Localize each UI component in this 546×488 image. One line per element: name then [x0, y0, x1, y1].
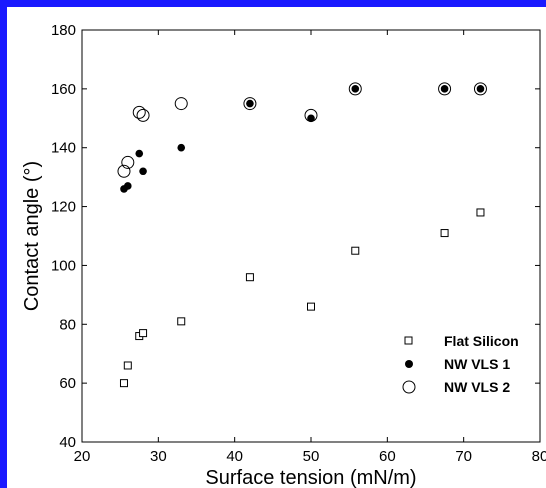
data-marks: [117, 82, 487, 388]
point-nw-vls-2: [117, 164, 131, 178]
point-flat-silicon: [245, 273, 254, 282]
y-tick-label: 120: [51, 199, 76, 216]
point-nw-vls-1: [246, 99, 254, 108]
point-flat-silicon: [139, 329, 148, 338]
point-nw-vls-2: [121, 155, 135, 169]
frame-border-top: [0, 0, 546, 7]
point-nw-vls-1: [440, 85, 449, 93]
x-tick-label: 40: [226, 448, 243, 465]
frame-border-left: [0, 0, 7, 488]
point-nw-vls-2: [132, 105, 146, 119]
x-tick-label: 50: [303, 448, 320, 465]
legend-marker-nw-vls-1: [405, 360, 413, 368]
y-axis: 40 60 80 100 120 140 160 180: [51, 22, 540, 451]
legend-label-nw-vls-1: NW VLS 1: [444, 356, 510, 372]
point-nw-vls-1: [135, 149, 144, 158]
point-nw-vls-2: [174, 97, 188, 111]
y-tick-label: 80: [59, 316, 76, 333]
point-nw-vls-2: [136, 108, 150, 122]
legend-label-flat-silicon: Flat Silicon: [444, 333, 519, 349]
point-flat-silicon: [119, 379, 128, 388]
y-axis-title: Contact angle (°): [21, 161, 43, 311]
point-nw-vls-1: [351, 85, 360, 93]
x-tick-label: 30: [150, 448, 167, 465]
x-tick-label: 60: [379, 448, 396, 465]
x-tick-label: 20: [74, 448, 91, 465]
point-nw-vls-2: [304, 108, 318, 122]
y-tick-label: 140: [51, 140, 76, 157]
point-flat-silicon: [440, 229, 449, 238]
x-axis: 20 30 40 50 60 70 80: [74, 30, 546, 465]
y-tick-label: 100: [51, 257, 76, 274]
legend-label-nw-vls-2: NW VLS 2: [444, 379, 510, 395]
point-nw-vls-1: [124, 182, 132, 190]
point-nw-vls-1: [139, 167, 147, 176]
legend: Flat Silicon NW VLS 1 NW VLS 2: [402, 333, 519, 395]
y-tick-label: 180: [51, 22, 76, 39]
point-flat-silicon: [123, 361, 132, 370]
point-flat-silicon: [476, 208, 485, 217]
point-nw-vls-1: [307, 114, 315, 123]
x-tick-label: 70: [455, 448, 472, 465]
point-nw-vls-1: [476, 85, 485, 93]
point-nw-vls-2: [348, 82, 362, 96]
point-nw-vls-2: [473, 82, 487, 96]
point-nw-vls-2: [243, 97, 257, 111]
point-nw-vls-1: [177, 143, 186, 152]
point-flat-silicon: [351, 246, 360, 255]
y-tick-label: 60: [59, 375, 76, 392]
legend-marker-flat-silicon: [404, 336, 413, 345]
y-tick-label: 160: [51, 81, 76, 98]
point-flat-silicon: [307, 302, 315, 311]
point-nw-vls-2: [438, 82, 452, 96]
y-tick-label: 40: [59, 434, 76, 451]
legend-marker-nw-vls-2: [402, 380, 416, 394]
x-axis-title: Surface tension (mN/m): [205, 467, 416, 488]
point-flat-silicon: [177, 317, 186, 326]
x-tick-label: 80: [532, 448, 546, 465]
